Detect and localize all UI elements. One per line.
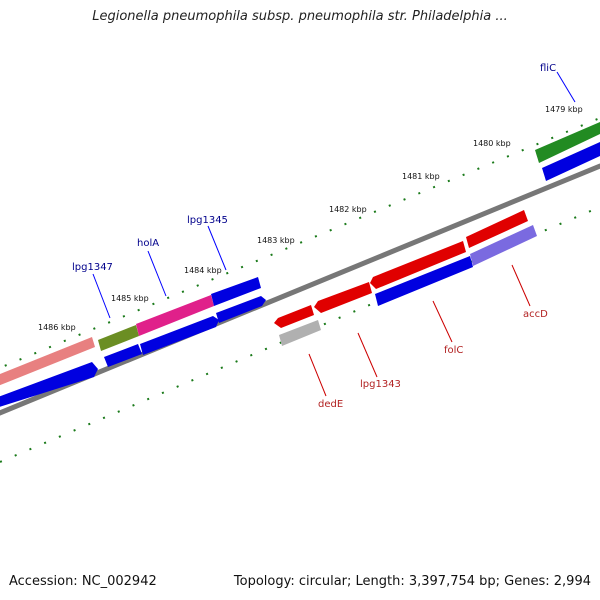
gene-bar-left-blue	[0, 362, 98, 407]
gene-bar-dede-grey	[279, 320, 321, 346]
reverse-leaders	[308, 264, 531, 397]
gene-bar-folc-blue	[375, 256, 473, 306]
gene-bar-accd-red	[466, 210, 528, 248]
genome-backbone	[0, 163, 600, 416]
tick-label: 1483 kbp	[257, 236, 295, 245]
tick-label: 1482 kbp	[329, 205, 367, 214]
gene-bar-olive	[98, 325, 139, 351]
genome-summary-text: Topology: circular; Length: 3,397,754 bp…	[233, 574, 591, 589]
tick-label: 1481 kbp	[402, 172, 440, 181]
tick-label: 1479 kbp	[545, 105, 583, 114]
reverse-strand	[274, 210, 537, 346]
gene-bar-flic	[535, 122, 600, 163]
forward-gene-labels: fliC lpg1345 holA lpg1347	[72, 63, 556, 273]
reverse-gene-labels: accD folC lpg1343 dedE	[318, 309, 548, 410]
gene-label-hola: holA	[137, 238, 159, 249]
gene-bar-lpg1343	[314, 282, 372, 313]
map-title: Legionella pneumophila subsp. pneumophil…	[92, 9, 508, 24]
tick-label: 1484 kbp	[184, 266, 222, 275]
gene-label-dede: dedE	[318, 399, 343, 410]
gene-bar-dede-red	[274, 305, 314, 328]
tick-label: 1480 kbp	[473, 139, 511, 148]
forward-leaders	[92, 71, 576, 319]
tick-label: 1486 kbp	[38, 323, 76, 332]
gene-bar-hola	[136, 295, 214, 336]
gene-label-flic: fliC	[540, 63, 556, 74]
accession-text: Accession: NC_002942	[9, 574, 157, 589]
gene-bar-blue-c	[216, 296, 266, 323]
gene-bar-blue-b	[140, 316, 219, 355]
gene-bar-blue-right	[542, 142, 600, 181]
gene-bar-folc-red	[370, 241, 466, 289]
gene-bar-left-salmon	[0, 337, 95, 386]
gene-label-lpg1347: lpg1347	[72, 262, 113, 273]
gene-bar-blue-a	[104, 344, 142, 367]
gene-label-lpg1345: lpg1345	[187, 215, 228, 226]
gene-bar-lpg1345	[211, 277, 261, 306]
tick-label: 1485 kbp	[111, 294, 149, 303]
tick-labels: 1479 kbp 1480 kbp 1481 kbp 1482 kbp 1483…	[38, 105, 583, 332]
gene-label-folc: folC	[444, 345, 463, 356]
gene-label-lpg1343: lpg1343	[360, 379, 401, 390]
forward-strand	[0, 122, 600, 407]
gene-label-accd: accD	[523, 309, 548, 320]
gene-bar-accd-blue	[470, 225, 537, 266]
